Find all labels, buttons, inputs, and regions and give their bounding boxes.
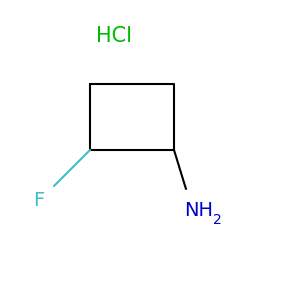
Text: 2: 2 — [213, 214, 222, 227]
Text: NH: NH — [184, 200, 214, 220]
Text: HCl: HCl — [96, 26, 132, 46]
Text: F: F — [33, 191, 45, 211]
